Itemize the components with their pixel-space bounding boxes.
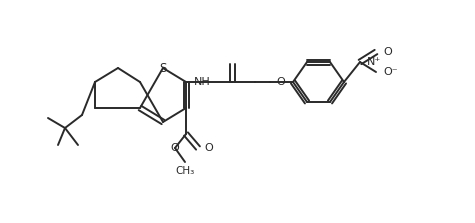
Text: S: S [159,62,167,74]
Text: O⁻: O⁻ [383,67,398,77]
Text: O: O [171,143,180,153]
Text: N⁺: N⁺ [367,57,381,67]
Text: NH: NH [194,77,211,87]
Text: O: O [383,47,392,57]
Text: O: O [204,143,213,153]
Text: CH₃: CH₃ [175,166,195,176]
Text: O: O [276,77,285,87]
